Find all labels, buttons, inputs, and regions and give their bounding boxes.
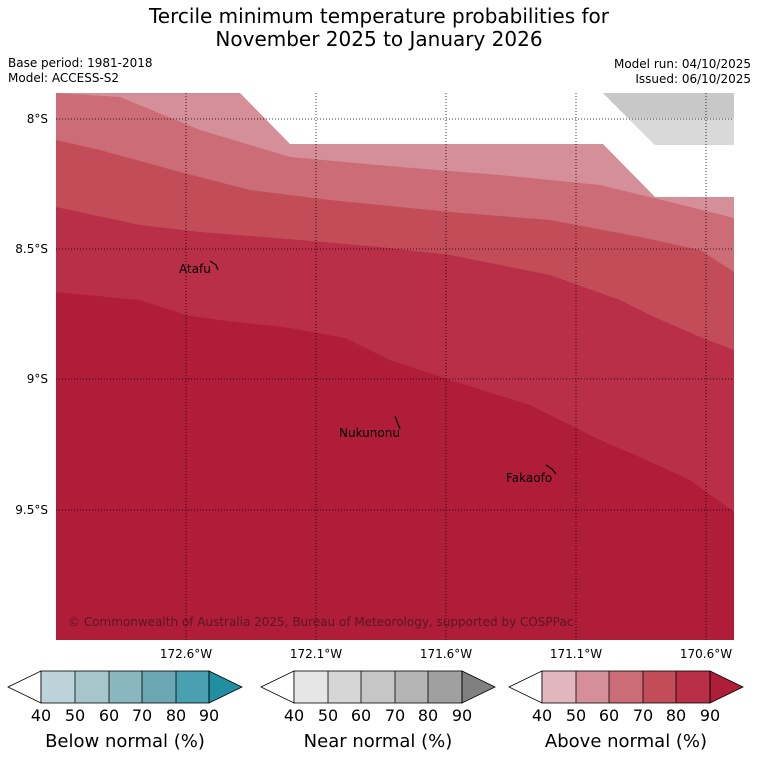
nukunonu-coast [394,415,401,430]
legend-above-swatch [542,671,576,703]
lat-label: 9°S [27,372,48,386]
legend-above-tick: 80 [666,706,686,725]
legend-near-tick: 80 [418,706,438,725]
meta-left: Base period: 1981-2018 Model: ACCESS-S2 [8,56,153,86]
meta-right: Model run: 04/10/2025 Issued: 06/10/2025 [614,57,751,87]
place-labels: Atafu Nukunonu Fakaofo [179,262,552,485]
legend-above-frame [541,670,711,704]
legend-below-tick: 90 [199,706,219,725]
region-no-dominant [240,93,734,197]
legend-near-tick: 50 [318,706,338,725]
lon-label: 172.6°W [160,647,212,661]
map-layers [56,93,734,640]
legend-near-title: Near normal (%) [304,731,453,752]
lat-label: 8.5°S [15,242,48,256]
lon-label: 172.1°W [290,647,342,661]
legend-near-tick: 60 [351,706,371,725]
lat-label: 8°S [27,112,48,126]
map-title: Tercile minimum temperature probabilitie… [0,5,758,51]
coastlines [209,260,557,475]
legend-below-swatch [75,671,109,703]
atafu-coast [209,260,219,271]
legend-above-swatch [576,671,609,703]
legend-near: 40 50 60 70 80 90 Near normal (%) [260,670,496,752]
legend-near-swatch [328,671,361,703]
band-near-60 [603,93,734,118]
graticule [56,93,734,640]
legend-above-dividers [575,671,677,703]
legend-below-tick: 80 [166,706,186,725]
legend-below-upper-arrow [208,670,243,704]
legend-near-swatch [361,671,395,703]
legend-below-frame [40,670,210,704]
legend-below-dividers [74,671,177,703]
legend-near-upper-arrow [461,670,496,704]
lat-labels: 8°S 8.5°S 9°S 9.5°S [15,112,48,517]
legend-above-tick: 50 [566,706,586,725]
lon-label: 170.6°W [680,647,732,661]
lon-label: 171.1°W [550,647,602,661]
legend-near-tick: 40 [284,706,304,725]
legend-above-swatch [643,671,676,703]
legend-below-lower-arrow [7,670,42,704]
legend-near-lower-arrow [260,670,295,704]
legend-above-swatch [676,671,710,703]
legend-below-swatch [176,671,209,703]
copyright-notice: © Commonwealth of Australia 2025, Bureau… [68,615,573,629]
legend-above-tick: 70 [633,706,653,725]
legend-below-tick: 70 [132,706,152,725]
legend-near-tick: 70 [385,706,405,725]
legend-below-swatch [41,671,75,703]
title-line-1: Tercile minimum temperature probabilitie… [148,4,610,28]
legend-above-swatch [609,671,643,703]
legend-above: 40 50 60 70 80 90 Above normal (%) [508,670,744,752]
place-label-fakaofo: Fakaofo [506,471,552,485]
legend-below-tick: 60 [99,706,119,725]
fakaofo-coast [545,464,557,475]
lon-labels: 172.6°W 172.1°W 171.6°W 171.1°W 170.6°W [160,647,732,661]
issued-date: Issued: 06/10/2025 [635,72,751,86]
title-line-2: November 2025 to January 2026 [215,27,543,51]
legend-below: 40 50 60 70 80 90 Below normal (%) [7,670,243,752]
legend-below-title: Below normal (%) [45,731,205,752]
lon-label: 171.6°W [420,647,472,661]
lat-label: 9.5°S [15,503,48,517]
legend-near-tick: 90 [452,706,472,725]
legend-above-tick: 90 [700,706,720,725]
legend-above-lower-arrow [508,670,543,704]
legend-near-dividers [327,671,429,703]
legend-above-tick: 40 [532,706,552,725]
legend-above-title: Above normal (%) [545,731,707,752]
model-name: Model: ACCESS-S2 [8,71,120,85]
legend-near-frame [293,670,463,704]
place-label-atafu: Atafu [179,262,211,276]
legend-above-upper-arrow [709,670,744,704]
legend-above-tick: 60 [599,706,619,725]
legend-below-tick: 40 [31,706,51,725]
legend-below-tick: 50 [65,706,85,725]
legend-near-swatch [395,671,428,703]
legend-near-swatch [428,671,462,703]
place-label-nukunonu: Nukunonu [339,426,400,440]
base-period: Base period: 1981-2018 [8,56,153,70]
legend-near-swatch [294,671,328,703]
model-run: Model run: 04/10/2025 [613,57,751,71]
legend-below-swatch [142,671,176,703]
legend-below-swatch [109,671,142,703]
